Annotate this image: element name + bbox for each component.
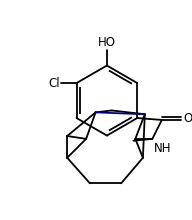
Text: O: O <box>184 112 192 125</box>
Text: Cl: Cl <box>48 77 60 90</box>
Text: HO: HO <box>98 37 116 50</box>
Text: NH: NH <box>154 142 172 155</box>
